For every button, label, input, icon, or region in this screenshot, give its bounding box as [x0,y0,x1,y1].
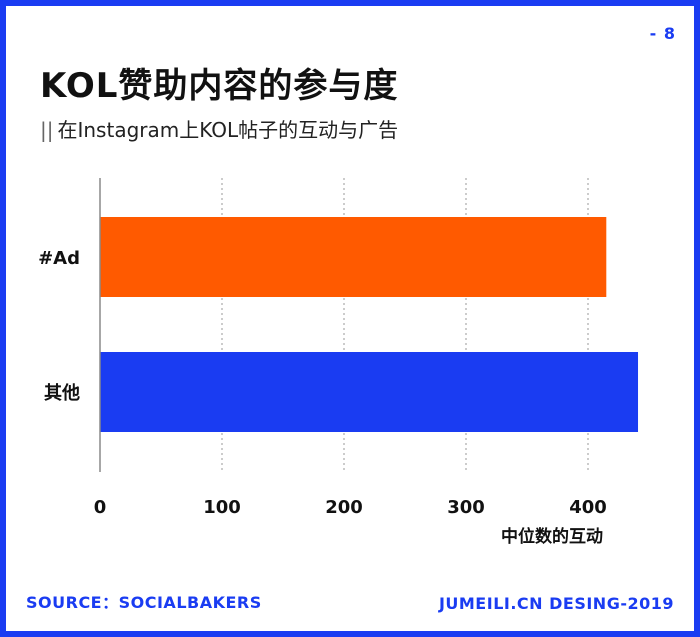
credit-note: JUMEILI.CN DESING-2019 [438,594,674,613]
bar-0 [100,217,607,297]
bar-1 [100,352,639,432]
category-label: 其他 [44,382,80,404]
bar-layer [100,217,639,432]
x-tick-label: 100 [203,497,241,518]
x-tick-label: 0 [94,497,107,518]
x-tick-label: 300 [447,497,485,518]
x-tick-label: 400 [569,497,607,518]
subtitle-marker: || [40,118,54,142]
chart-title: KOL赞助内容的参与度 [40,66,399,106]
page-number: - 8 [649,24,676,43]
category-label: #Ad [38,248,80,269]
x-tick-label: 200 [325,497,363,518]
source-note: SOURCE：SOCIALBAKERS [26,593,262,612]
x-axis-label: 中位数的互动 [501,526,603,547]
subtitle-text: 在Instagram上KOL帖子的互动与广告 [57,118,399,142]
chart-subtitle: || 在Instagram上KOL帖子的互动与广告 [40,114,398,143]
